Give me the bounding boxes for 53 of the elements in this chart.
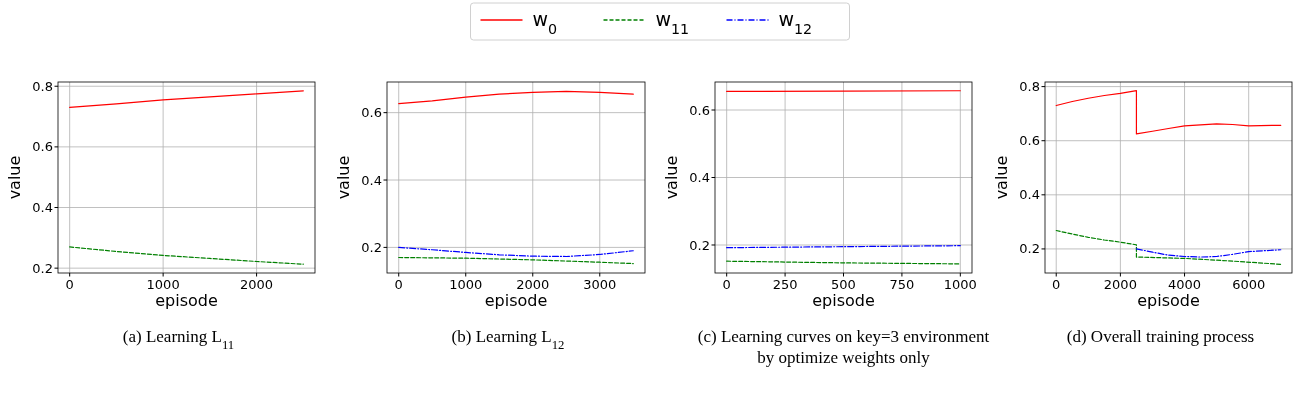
legend-label: w$_{0}$ xyxy=(532,8,558,37)
text: (c) Learning curves on key=3 environment by optimize weights only xyxy=(697,327,990,367)
x-tick-label: 4000 xyxy=(1167,277,1202,292)
x-tick-label: 250 xyxy=(772,277,798,292)
x-tick-label: 3000 xyxy=(583,277,617,292)
text: (d) Overall training process xyxy=(1066,327,1255,346)
x-tick-label: 1000 xyxy=(943,277,977,292)
y-tick-label: 0.2 xyxy=(32,260,53,276)
y-tick-label: 0.6 xyxy=(1019,133,1040,149)
x-tick-label: 2000 xyxy=(240,277,274,292)
y-tick-label: 0.2 xyxy=(1019,241,1040,257)
x-tick-label: 0 xyxy=(65,277,74,292)
x-axis-title: episode xyxy=(484,291,548,310)
y-tick-label: 0.4 xyxy=(32,200,53,216)
x-tick-label: 2000 xyxy=(1103,277,1137,292)
y-axis-title: value xyxy=(5,155,24,200)
line-series xyxy=(69,90,304,109)
line-series xyxy=(1135,248,1282,258)
x-tick-label: 0 xyxy=(722,277,731,292)
x-tick-label: 2000 xyxy=(516,277,550,292)
y-tick-label: 0.4 xyxy=(1019,187,1040,203)
line-series xyxy=(1055,90,1282,135)
x-tick-label: 1000 xyxy=(449,277,483,292)
line-series xyxy=(398,256,634,265)
y-tick-label: 0.4 xyxy=(361,172,382,188)
x-tick-label: 0 xyxy=(394,277,403,292)
y-tick-label: 0.6 xyxy=(361,105,382,121)
x-axis-title: episode xyxy=(812,291,875,310)
text: (a) Learning L$_{11}$ xyxy=(122,327,235,352)
x-tick-label: 500 xyxy=(831,277,856,292)
text: (b) Learning L$_{12}$ xyxy=(451,327,565,352)
y-axis-title: value xyxy=(662,155,681,200)
legend-label: w$_{11}$ xyxy=(655,8,690,37)
legend-label: w$_{12}$ xyxy=(778,8,813,37)
line-series xyxy=(1055,229,1282,265)
x-tick-label: 0 xyxy=(1052,277,1061,292)
y-axis-title: value xyxy=(992,155,1011,200)
x-tick-label: 1000 xyxy=(146,277,180,292)
y-tick-label: 0.8 xyxy=(1019,79,1040,95)
y-tick-label: 0.6 xyxy=(689,102,710,118)
y-tick-label: 0.2 xyxy=(361,239,382,255)
y-tick-label: 0.6 xyxy=(32,139,53,155)
x-axis-title: episode xyxy=(155,291,218,310)
x-tick-label: 750 xyxy=(889,277,915,292)
line-series xyxy=(69,246,304,265)
line-series xyxy=(398,90,634,105)
x-tick-label: 6000 xyxy=(1232,277,1266,292)
y-tick-label: 0.8 xyxy=(32,78,53,94)
y-tick-label: 0.2 xyxy=(689,237,710,253)
x-axis-title: episode xyxy=(1137,291,1200,310)
y-tick-label: 0.4 xyxy=(689,170,710,186)
line-series xyxy=(398,246,634,258)
y-axis-title: value xyxy=(334,155,353,200)
